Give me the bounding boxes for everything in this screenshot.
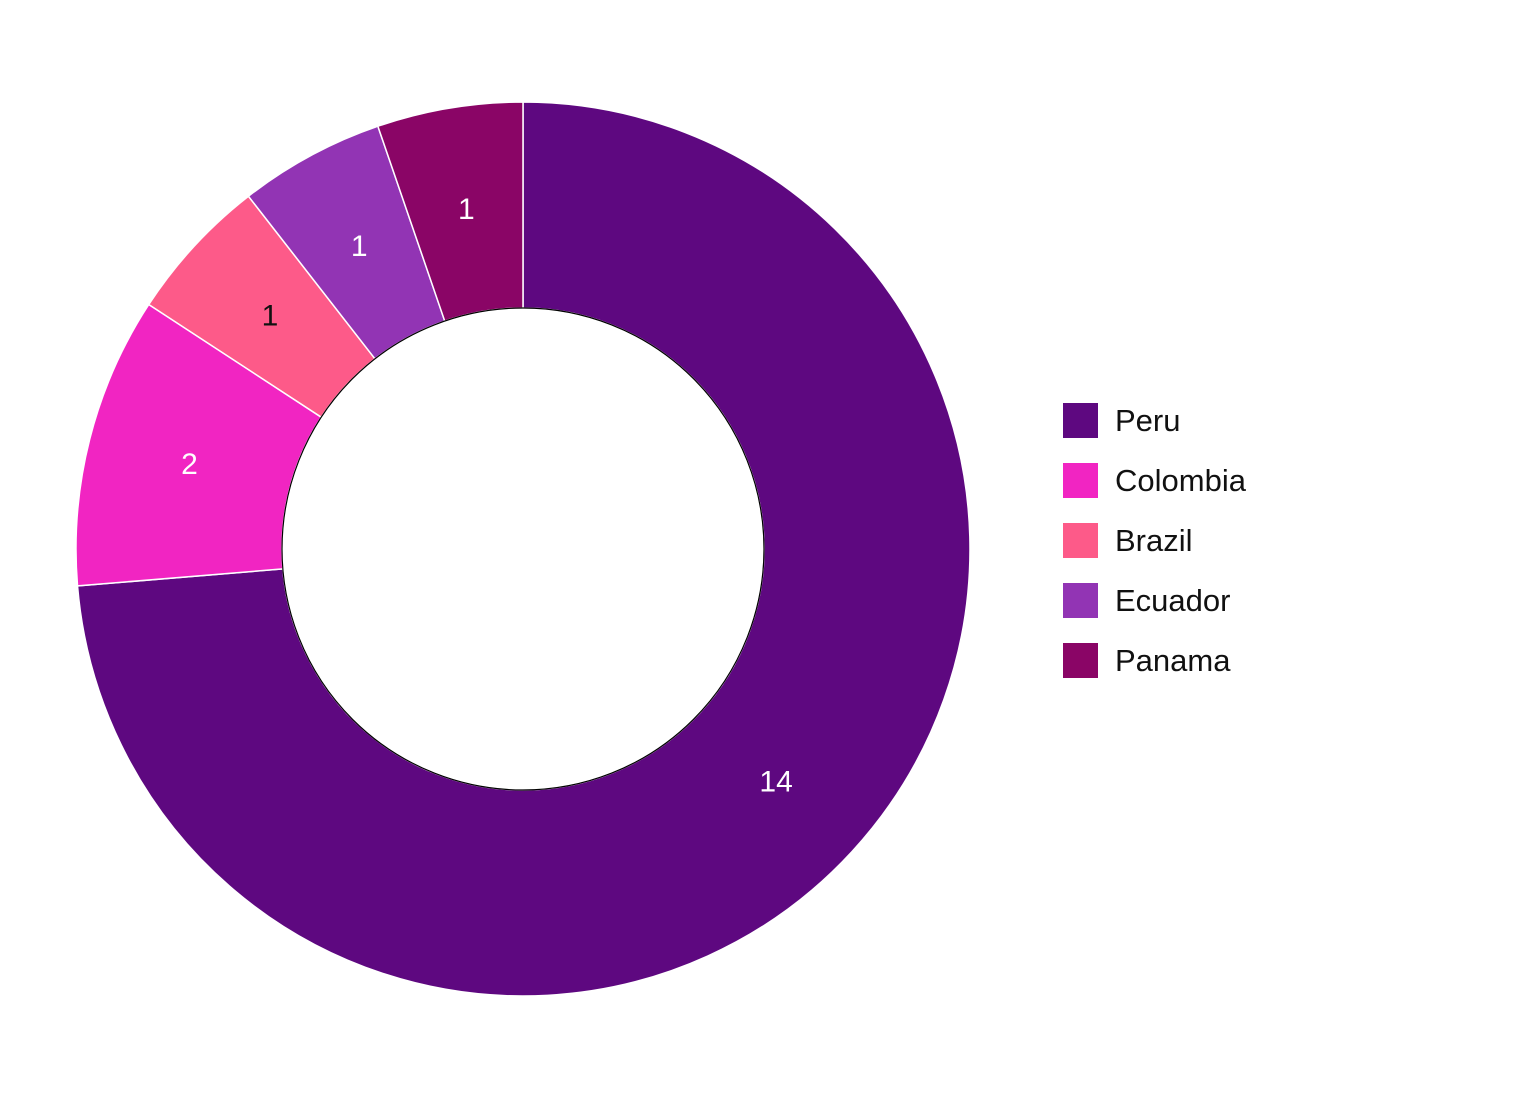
donut-slices [75,101,971,997]
legend-swatch-peru [1063,403,1098,438]
legend-item-panama: Panama [1063,643,1231,678]
legend-swatch-panama [1063,643,1098,678]
legend-label-brazil: Brazil [1115,523,1193,558]
slice-label-ecuador: 1 [351,230,368,263]
donut-hole [281,307,765,791]
legend-label-ecuador: Ecuador [1115,583,1230,618]
slice-labels: 14 2 1 1 1 [181,193,793,798]
slice-label-brazil: 1 [262,300,279,333]
slice-label-peru: 14 [759,765,792,798]
slice-label-colombia: 2 [181,448,198,481]
legend-swatch-ecuador [1063,583,1098,618]
slice-label-panama: 1 [458,193,475,226]
legend-label-panama: Panama [1115,643,1231,678]
legend-swatch-brazil [1063,523,1098,558]
legend-label-peru: Peru [1115,403,1180,438]
legend-item-peru: Peru [1063,403,1180,438]
legend-label-colombia: Colombia [1115,463,1247,498]
legend: Peru Colombia Brazil Ecuador Panama [1063,403,1247,678]
legend-item-ecuador: Ecuador [1063,583,1230,618]
legend-swatch-colombia [1063,463,1098,498]
legend-item-colombia: Colombia [1063,463,1247,498]
legend-item-brazil: Brazil [1063,523,1193,558]
